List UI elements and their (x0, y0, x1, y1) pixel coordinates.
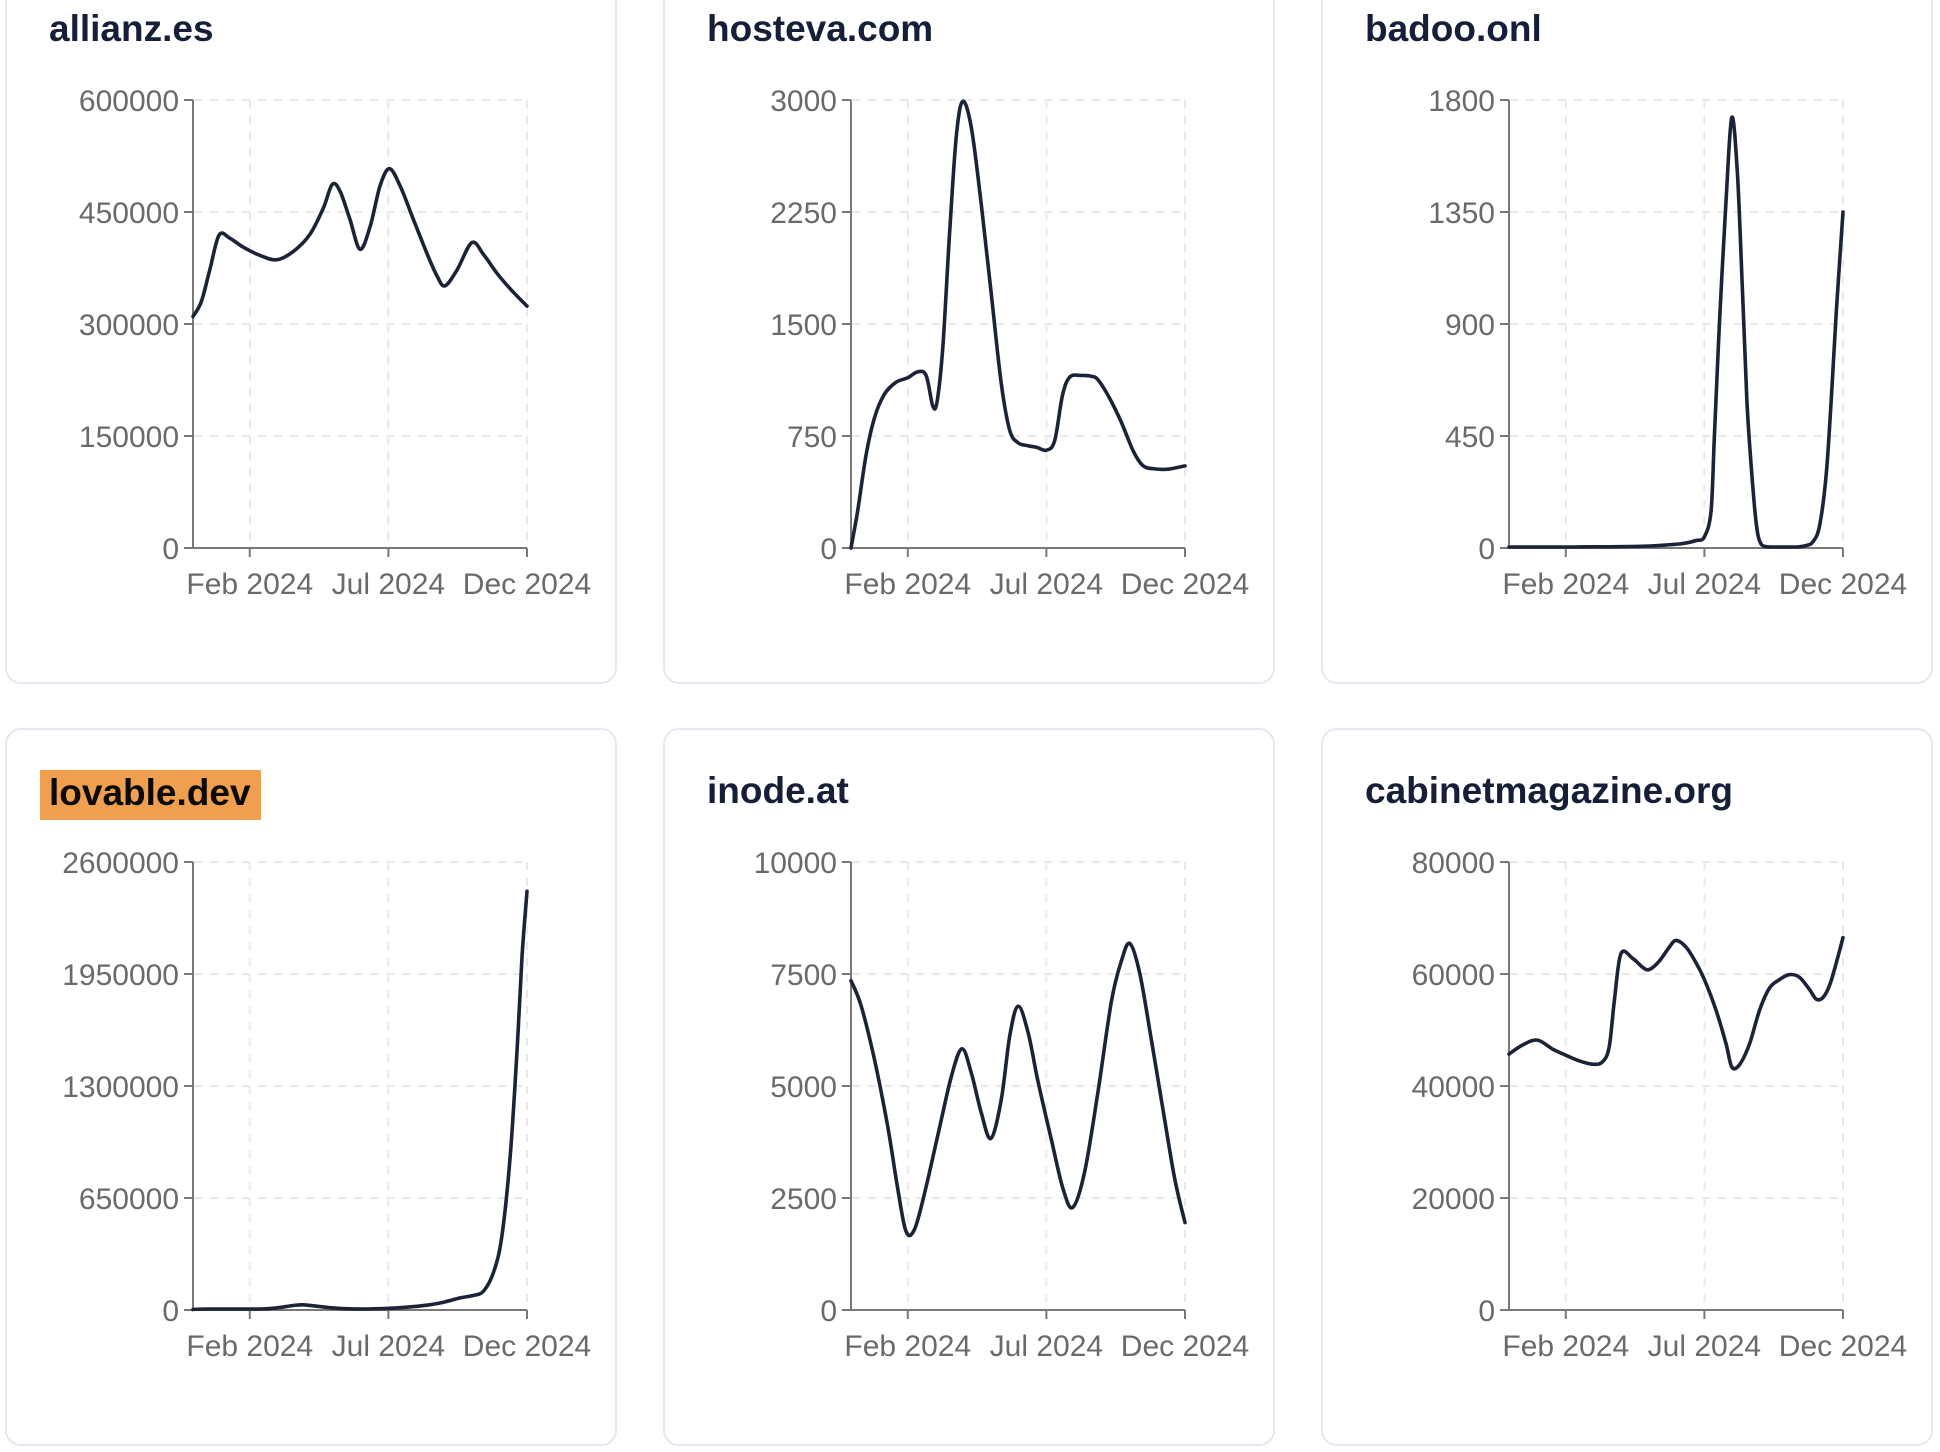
svg-text:10000: 10000 (754, 847, 837, 880)
svg-text:Dec 2024: Dec 2024 (463, 1330, 591, 1363)
svg-text:Jul 2024: Jul 2024 (1648, 1330, 1761, 1363)
svg-text:40000: 40000 (1412, 1071, 1495, 1104)
svg-text:Feb 2024: Feb 2024 (1502, 568, 1629, 601)
svg-text:Feb 2024: Feb 2024 (186, 1330, 313, 1363)
svg-text:2250: 2250 (770, 197, 837, 230)
chart-card-allianz-es[interactable]: allianz.es 600000 450000 300000 150000 0 Feb … (5, 0, 617, 684)
svg-text:450: 450 (1445, 421, 1495, 454)
svg-text:Feb 2024: Feb 2024 (844, 1330, 971, 1363)
svg-text:Jul 2024: Jul 2024 (1648, 568, 1761, 601)
chart-card-lovable-dev[interactable]: lovable.dev 2600000 1950000 1300000 650000 0… (5, 728, 617, 1446)
svg-text:60000: 60000 (1412, 959, 1495, 992)
svg-text:1800: 1800 (1428, 85, 1495, 118)
svg-text:1950000: 1950000 (62, 959, 179, 992)
svg-text:2500: 2500 (770, 1183, 837, 1216)
svg-text:1350: 1350 (1428, 197, 1495, 230)
svg-text:Jul 2024: Jul 2024 (332, 568, 445, 601)
svg-text:Dec 2024: Dec 2024 (1779, 1330, 1907, 1363)
svg-text:150000: 150000 (79, 421, 179, 454)
svg-text:1500: 1500 (770, 309, 837, 342)
svg-text:1300000: 1300000 (62, 1071, 179, 1104)
svg-text:650000: 650000 (79, 1183, 179, 1216)
chart-card-badoo-onl[interactable]: badoo.onl 1800 1350 900 450 0 Feb 2024 Jul 202… (1321, 0, 1933, 684)
svg-text:900: 900 (1445, 309, 1495, 342)
svg-text:Jul 2024: Jul 2024 (332, 1330, 445, 1363)
svg-text:300000: 300000 (79, 309, 179, 342)
svg-text:2600000: 2600000 (62, 847, 179, 880)
svg-text:Feb 2024: Feb 2024 (186, 568, 313, 601)
chart-title: cabinetmagazine.org (1365, 770, 1734, 811)
chart-title-highlighted: lovable.dev (40, 770, 261, 820)
svg-text:0: 0 (162, 1295, 179, 1328)
svg-text:Feb 2024: Feb 2024 (1502, 1330, 1629, 1363)
svg-text:0: 0 (820, 1295, 837, 1328)
svg-text:0: 0 (1478, 1295, 1495, 1328)
chart-title: badoo.onl (1365, 8, 1542, 49)
svg-text:80000: 80000 (1412, 847, 1495, 880)
svg-text:20000: 20000 (1412, 1183, 1495, 1216)
chart-card-inode-at[interactable]: inode.at 10000 7500 5000 2500 0 Feb 2024 Jul 2… (663, 728, 1275, 1446)
svg-text:0: 0 (820, 533, 837, 566)
svg-text:5000: 5000 (770, 1071, 837, 1104)
svg-text:Dec 2024: Dec 2024 (1121, 1330, 1249, 1363)
svg-text:3000: 3000 (770, 85, 837, 118)
chart-card-cabinetmagazine-org[interactable]: cabinetmagazine.org 80000 60000 40000 20000… (1321, 728, 1933, 1446)
svg-text:Dec 2024: Dec 2024 (1121, 568, 1249, 601)
svg-text:Dec 2024: Dec 2024 (1779, 568, 1907, 601)
svg-text:Feb 2024: Feb 2024 (844, 568, 971, 601)
chart-card-hosteva-com[interactable]: hosteva.com 3000 2250 1500 750 0 Feb 2024 Jul … (663, 0, 1275, 684)
svg-text:Jul 2024: Jul 2024 (990, 1330, 1103, 1363)
svg-text:7500: 7500 (770, 959, 837, 992)
chart-title: allianz.es (49, 8, 214, 49)
chart-title: inode.at (707, 770, 849, 811)
svg-text:Jul 2024: Jul 2024 (990, 568, 1103, 601)
svg-text:0: 0 (1478, 533, 1495, 566)
svg-text:750: 750 (787, 421, 837, 454)
chart-title: hosteva.com (707, 8, 934, 49)
svg-text:0: 0 (162, 533, 179, 566)
svg-text:Dec 2024: Dec 2024 (463, 568, 591, 601)
svg-text:450000: 450000 (79, 197, 179, 230)
svg-text:600000: 600000 (79, 85, 179, 118)
